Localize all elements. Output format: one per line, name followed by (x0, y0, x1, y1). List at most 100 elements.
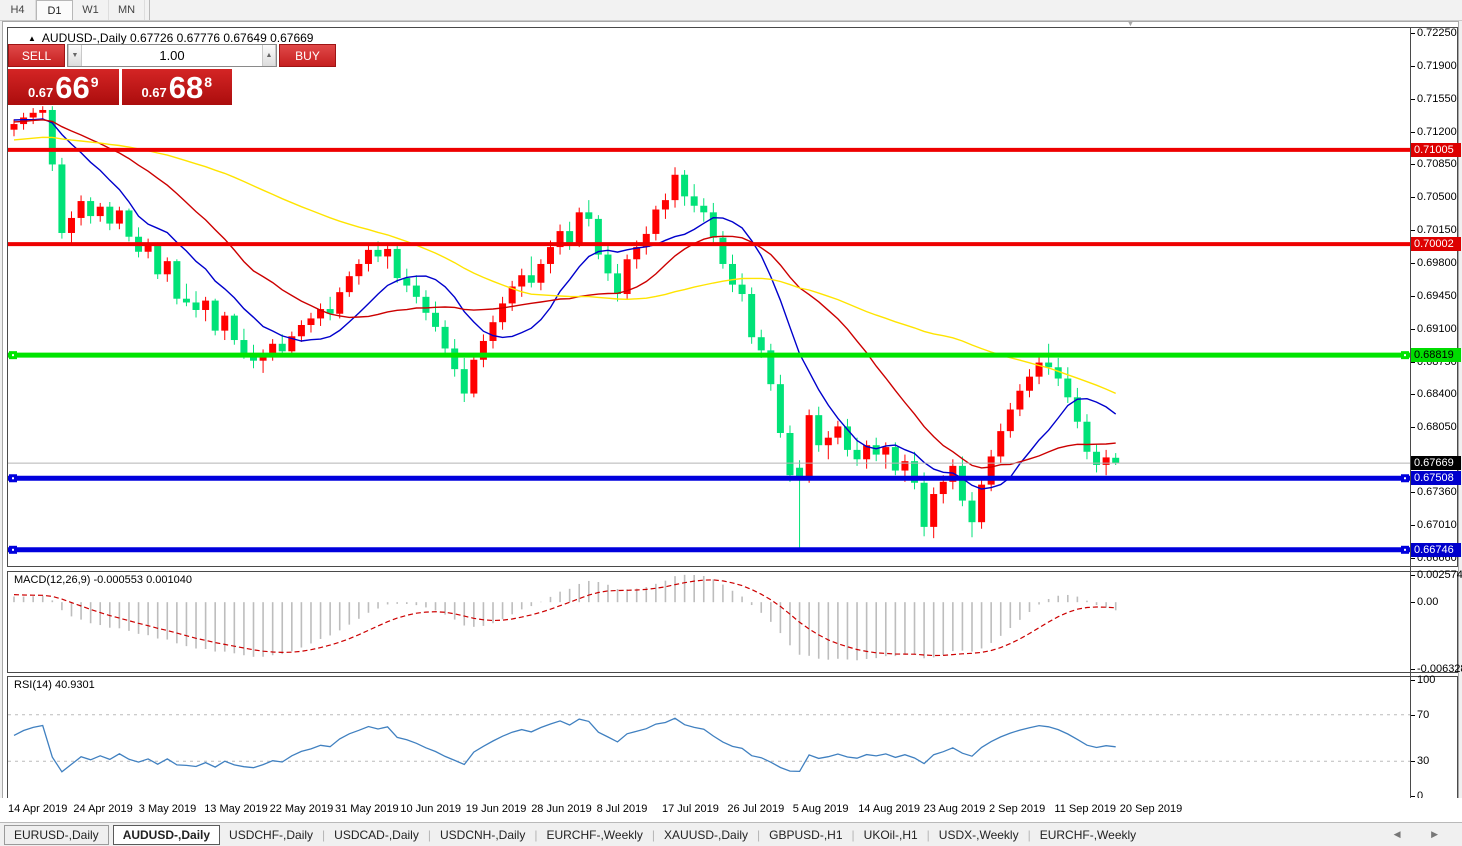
candle-body (240, 340, 248, 354)
axis-tick (1411, 32, 1415, 34)
one-click-trading-panel: SELL ▼ ▲ BUY 0.67 66 9 0.67 68 8 (8, 44, 336, 105)
macd-axis-label: 0.002574 (1417, 569, 1462, 581)
rsi-axis-label: 0 (1417, 790, 1424, 802)
chart-tab-usdcad-daily[interactable]: USDCAD-,Daily (334, 828, 419, 842)
price-axis-label: 0.69800 (1417, 257, 1457, 270)
candle-body (681, 174, 689, 197)
date-axis-label: 2 Sep 2019 (989, 803, 1046, 815)
tab-separator: | (757, 827, 761, 842)
candle-body (690, 196, 698, 206)
price-axis-label: 0.71200 (1417, 125, 1457, 138)
tab-separator: | (851, 827, 855, 842)
candle-body (671, 174, 679, 201)
chart-tab-audusd-daily[interactable]: AUDUSD-,Daily (112, 825, 221, 845)
price-level-tag: 0.68819 (1411, 348, 1461, 363)
sell-price-pips: 66 (55, 70, 90, 105)
date-axis-label: 20 Sep 2019 (1119, 803, 1183, 815)
candle-body (345, 276, 353, 293)
chart-tab-bar: EURUSD-,Daily AUDUSD-,Daily USDCHF-,Daily |… (0, 822, 1462, 846)
macd-pane[interactable] (7, 571, 1458, 673)
chart-tab-eurusd-daily[interactable]: EURUSD-,Daily (4, 825, 109, 845)
candle-body (633, 247, 641, 260)
timeframe-toolbar: H4 D1 W1 MN (0, 0, 1462, 21)
axis-tick (1411, 263, 1415, 265)
volume-stepper[interactable]: ▼ ▲ (67, 44, 277, 67)
candle-body (87, 201, 95, 217)
date-axis-label: 19 Jun 2019 (465, 803, 527, 815)
price-axis-label: 0.67010 (1417, 519, 1457, 531)
date-axis-label: 28 Jun 2019 (531, 803, 592, 815)
buy-button[interactable]: BUY (279, 44, 336, 67)
axis-tick (1411, 328, 1415, 330)
candle-body (709, 212, 717, 238)
rsi-indicator-label: RSI(14) 40.9301 (14, 679, 95, 691)
rsi-pane[interactable] (7, 676, 1458, 800)
candle-body (499, 303, 507, 323)
candle-body (575, 212, 583, 244)
timeframe-d1-button[interactable]: D1 (36, 0, 73, 20)
buy-price-button[interactable]: 0.67 68 8 (121, 69, 232, 105)
candle-body (441, 326, 449, 349)
line-handle-dot (1404, 354, 1406, 357)
tab-scroll-arrows-icon[interactable]: ◀ ▶ (1393, 829, 1452, 839)
axis-tick (1411, 164, 1415, 166)
candle-body (1006, 409, 1014, 432)
date-axis-label: 10 Jun 2019 (400, 803, 461, 815)
candle-body (355, 263, 363, 277)
timeframe-h4-button[interactable]: H4 (0, 0, 36, 20)
macd-axis-label: -0.006328 (1417, 663, 1462, 675)
candle-body (863, 445, 871, 460)
price-axis-label: 0.72250 (1417, 26, 1457, 39)
date-axis-label: 23 Aug 2019 (923, 803, 986, 815)
candle-body (1064, 378, 1072, 398)
chart-tab-eurchf-weekly[interactable]: EURCHF-,Weekly (1039, 828, 1137, 842)
candle-body (96, 206, 104, 217)
candle-body (882, 447, 890, 455)
price-axis-label: 0.68050 (1417, 421, 1457, 434)
axis-tick (1411, 492, 1415, 494)
candle-body (796, 467, 804, 480)
collapse-icon[interactable]: ▲ (28, 34, 36, 43)
chart-tab-eurchf-weekly[interactable]: EURCHF-,Weekly (546, 828, 643, 842)
rsi-axis-label: 100 (1417, 674, 1436, 686)
candle-body (1016, 390, 1024, 410)
timeframe-mn-button[interactable]: MN (109, 0, 145, 20)
axis-tick (1411, 525, 1415, 526)
chart-tab-usdchf-daily[interactable]: USDCHF-,Daily (229, 828, 314, 842)
candle-body (269, 343, 277, 354)
price-axis-label: 0.67360 (1417, 486, 1457, 499)
candle-body (767, 350, 775, 385)
macd-indicator-label: MACD(12,26,9) -0.000553 0.001040 (14, 574, 192, 586)
candle-body (144, 244, 152, 252)
candle-body (891, 447, 899, 471)
timeframe-w1-button[interactable]: W1 (73, 0, 109, 20)
date-axis-label: 22 May 2019 (269, 803, 334, 815)
candle-body (556, 231, 564, 248)
tab-separator: | (926, 827, 930, 842)
axis-tick (1411, 98, 1415, 100)
chart-shift-marker-icon[interactable]: ▼ (1126, 18, 1135, 28)
chart-title: ▲ AUDUSD-,Daily 0.67726 0.67776 0.67649 0… (28, 31, 313, 45)
macd-axis-label: 0.00 (1417, 596, 1439, 609)
candle-body (508, 286, 516, 304)
axis-tick (1411, 65, 1415, 67)
sell-price-prefix: 0.67 (27, 85, 54, 100)
volume-increase-icon[interactable]: ▲ (262, 45, 276, 66)
candle-body (230, 315, 238, 341)
candle-body (786, 432, 794, 476)
axis-tick (1411, 131, 1415, 133)
sell-price-button[interactable]: 0.67 66 9 (8, 69, 119, 105)
chart-tab-gbpusd-h1[interactable]: GBPUSD-,H1 (769, 828, 843, 842)
sell-button[interactable]: SELL (8, 44, 65, 67)
volume-decrease-icon[interactable]: ▼ (68, 45, 82, 66)
chart-tab-usdx-weekly[interactable]: USDX-,Weekly (938, 828, 1019, 842)
volume-input[interactable] (82, 45, 262, 66)
axis-tick (1411, 394, 1415, 396)
candlestick-chart[interactable] (8, 28, 1410, 798)
chart-tab-xauusd-daily[interactable]: XAUUSD-,Daily (664, 828, 749, 842)
chart-tab-usdcnh-daily[interactable]: USDCNH-,Daily (439, 828, 526, 842)
chart-tab-ukoil-h1[interactable]: UKOil-,H1 (863, 828, 918, 842)
candle-body (1073, 397, 1081, 422)
axis-tick (1411, 575, 1415, 576)
candle-body (614, 273, 622, 295)
